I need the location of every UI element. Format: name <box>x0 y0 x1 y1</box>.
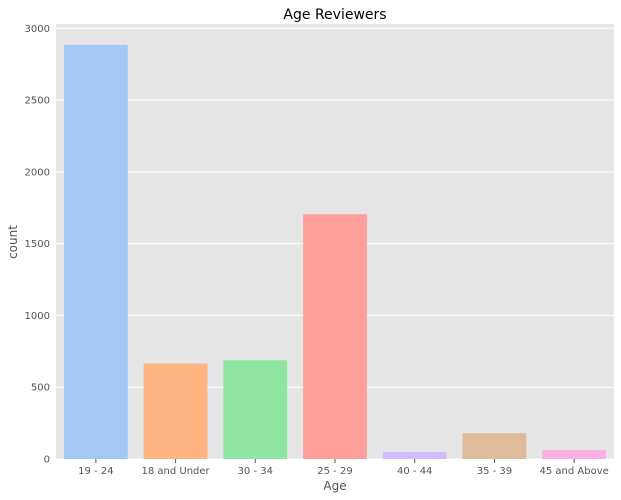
x-tick-label: 19 - 24 <box>78 466 113 477</box>
x-tick-label: 18 and Under <box>141 466 210 477</box>
y-tick-label: 1000 <box>25 311 50 322</box>
y-tick-label: 3000 <box>25 24 50 35</box>
x-tick-label: 35 - 39 <box>477 466 512 477</box>
bar <box>223 360 288 459</box>
y-tick-label: 500 <box>31 383 50 394</box>
y-tick-label: 2500 <box>25 96 50 107</box>
bar <box>143 363 208 459</box>
x-tick-label: 45 and Above <box>540 466 609 477</box>
y-tick-label: 0 <box>44 455 50 466</box>
bar <box>303 214 367 459</box>
bars <box>63 44 607 459</box>
y-axis-label: count <box>6 225 20 259</box>
y-tick-labels: 0 500 1000 1500 2000 2500 3000 <box>25 24 50 466</box>
bar <box>462 433 527 459</box>
y-tick-label: 1500 <box>25 239 50 250</box>
chart-title: Age Reviewers <box>283 7 386 23</box>
y-tick-label: 2000 <box>25 167 50 178</box>
x-tick-labels: 19 - 24 18 and Under 30 - 34 25 - 29 40 - 44… <box>78 459 609 477</box>
bar <box>542 450 607 459</box>
x-axis-label: Age <box>323 479 346 493</box>
x-tick-label: 30 - 34 <box>238 466 273 477</box>
x-tick-label: 40 - 44 <box>397 466 432 477</box>
bar <box>382 452 447 459</box>
x-tick-label: 25 - 29 <box>317 466 352 477</box>
bar <box>63 44 128 459</box>
